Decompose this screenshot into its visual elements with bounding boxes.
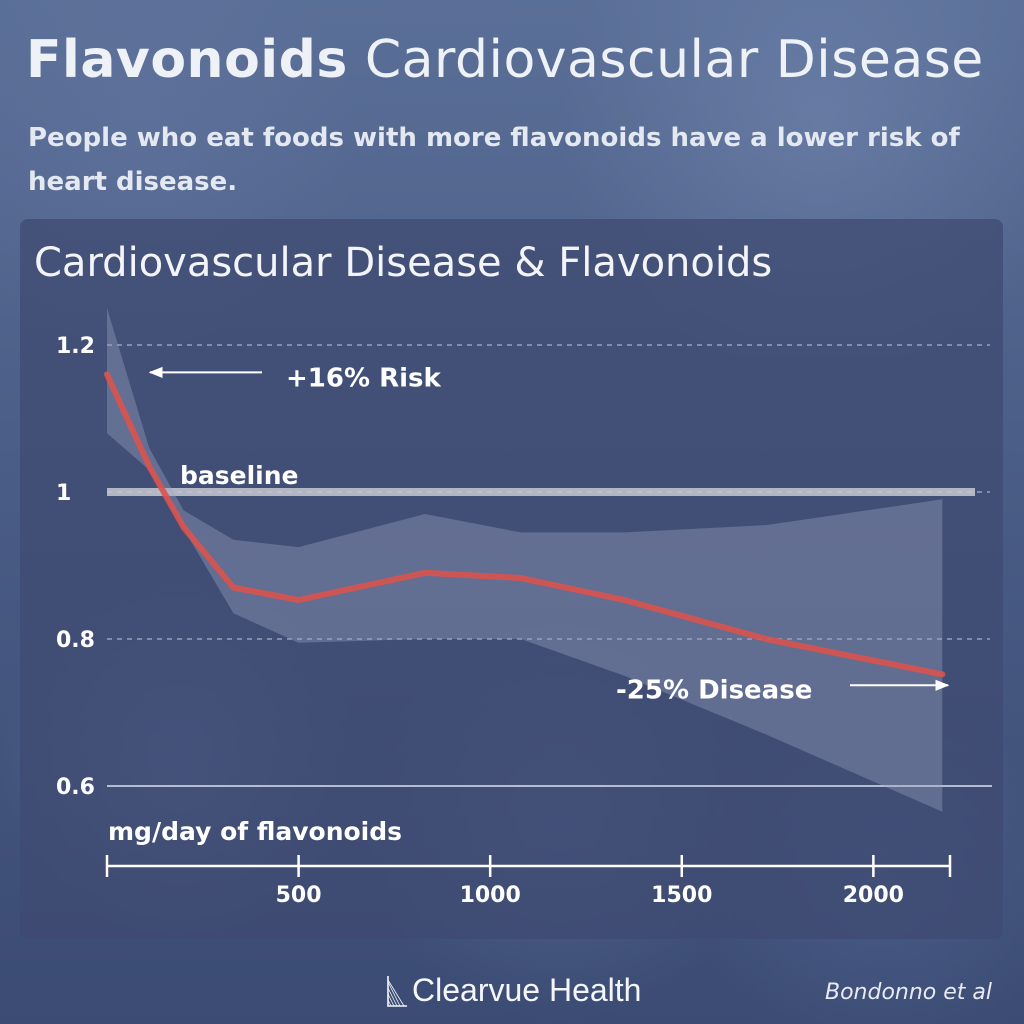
chart-title: Cardiovascular Disease & Flavonoids bbox=[34, 240, 773, 286]
x-tick-label: 500 bbox=[276, 883, 322, 908]
x-tick-label: 1000 bbox=[460, 883, 521, 908]
x-tick-label: 1500 bbox=[651, 883, 712, 908]
title-bold: Flavonoids bbox=[26, 30, 348, 90]
brand-name: Clearvue Health bbox=[412, 972, 642, 1008]
y-tick-label: 1 bbox=[56, 481, 71, 506]
x-axis-title: mg/day of flavonoids bbox=[108, 817, 402, 846]
clearvue-logo-icon bbox=[387, 975, 407, 1007]
brand-logo: Clearvue Health bbox=[386, 972, 641, 1009]
page-subtitle: People who eat foods with more flavonoid… bbox=[28, 123, 960, 197]
series-line bbox=[104, 371, 946, 678]
y-tick-label: 0.8 bbox=[56, 628, 95, 653]
baseline-label: baseline bbox=[180, 461, 299, 490]
x-tick-label: 2000 bbox=[843, 883, 904, 908]
y-tick-label: 0.6 bbox=[56, 775, 95, 800]
disease-annotation: -25% Disease bbox=[616, 675, 812, 705]
title-rest: Cardiovascular Disease bbox=[364, 30, 984, 90]
page-title: Flavonoids Cardiovascular Disease bbox=[26, 30, 984, 90]
y-tick-label: 1.2 bbox=[56, 334, 95, 359]
citation: Bondonno et al bbox=[824, 980, 992, 1005]
risk-annotation: +16% Risk bbox=[286, 363, 441, 393]
confidence-band bbox=[107, 308, 943, 812]
